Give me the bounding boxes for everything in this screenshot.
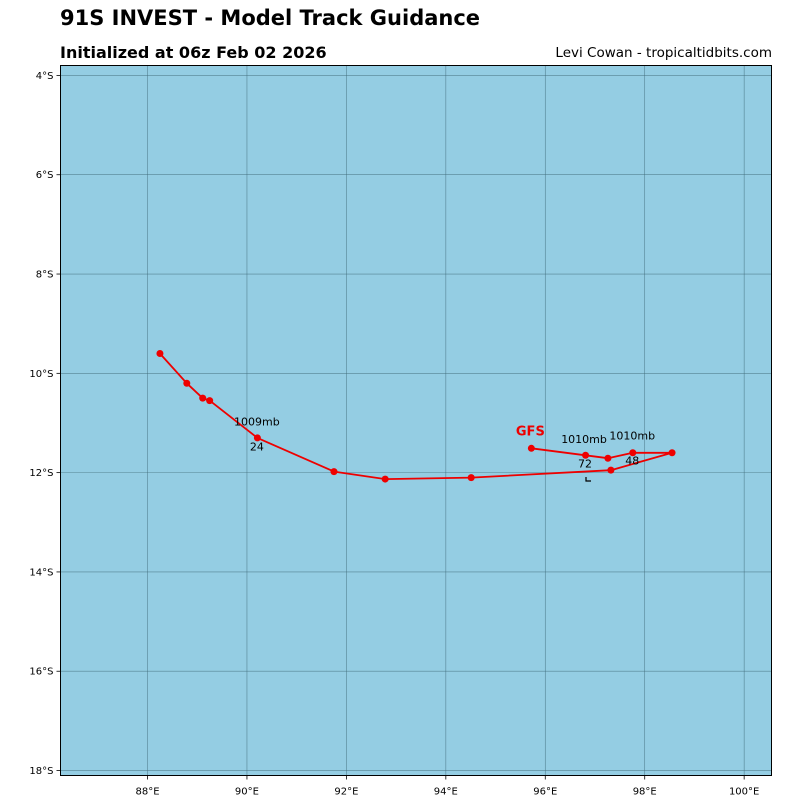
- y-tick-label: 4°S: [36, 71, 54, 82]
- hour-label: 24: [250, 440, 264, 453]
- x-tick-label: 94°E: [434, 787, 458, 798]
- track-point: [156, 349, 164, 357]
- y-tick-label: 12°S: [29, 468, 53, 479]
- y-tick-label: 14°S: [29, 567, 53, 578]
- track-point: [629, 449, 637, 457]
- track-point: [607, 466, 615, 474]
- model-tracks: [156, 349, 676, 483]
- chart-subtitle: Initialized at 06z Feb 02 2026: [60, 43, 327, 62]
- track-point: [253, 434, 261, 442]
- y-tick-label: 10°S: [29, 369, 53, 380]
- ocean-background: [60, 65, 772, 776]
- track-point: [206, 397, 214, 405]
- track-point: [199, 394, 207, 402]
- model-label: GFS: [516, 424, 545, 439]
- track-point: [381, 475, 389, 483]
- track-point: [183, 379, 191, 387]
- y-tick-label: 8°S: [36, 270, 54, 281]
- y-tick-label: 16°S: [29, 667, 53, 678]
- track-point: [668, 449, 676, 457]
- pressure-label: 1010mb: [561, 433, 607, 446]
- track-point: [527, 444, 535, 452]
- track-point: [467, 474, 475, 482]
- axis-ticks: 88°E 90°E 92°E 94°E 96°E 98°E 100°E 4°S 6°S 8°S 10…: [29, 71, 759, 798]
- x-tick-label: 96°E: [533, 787, 557, 798]
- track-point: [330, 468, 338, 476]
- y-tick-label: 18°S: [29, 766, 53, 777]
- y-tick-label: 6°S: [36, 170, 54, 181]
- pressure-label: 1010mb: [609, 429, 655, 442]
- track-annotations: GFS 1010mb 1010mb 1009mb 72 48 24: [234, 415, 655, 470]
- x-tick-label: 100°E: [729, 787, 759, 798]
- track-point: [582, 451, 590, 459]
- x-tick-label: 92°E: [334, 787, 358, 798]
- chart-title: 91S INVEST - Model Track Guidance: [60, 6, 481, 30]
- x-tick-label: 98°E: [633, 787, 657, 798]
- x-tick-label: 88°E: [135, 787, 159, 798]
- track-marker-glyph: [585, 477, 591, 482]
- map-frame: [60, 65, 772, 776]
- hour-label: 48: [625, 455, 639, 468]
- track-point: [604, 454, 612, 462]
- pressure-label: 1009mb: [234, 415, 280, 428]
- hour-label: 72: [578, 458, 592, 471]
- x-tick-label: 90°E: [235, 787, 259, 798]
- chart-credit: Levi Cowan - tropicaltidbits.com: [555, 45, 772, 61]
